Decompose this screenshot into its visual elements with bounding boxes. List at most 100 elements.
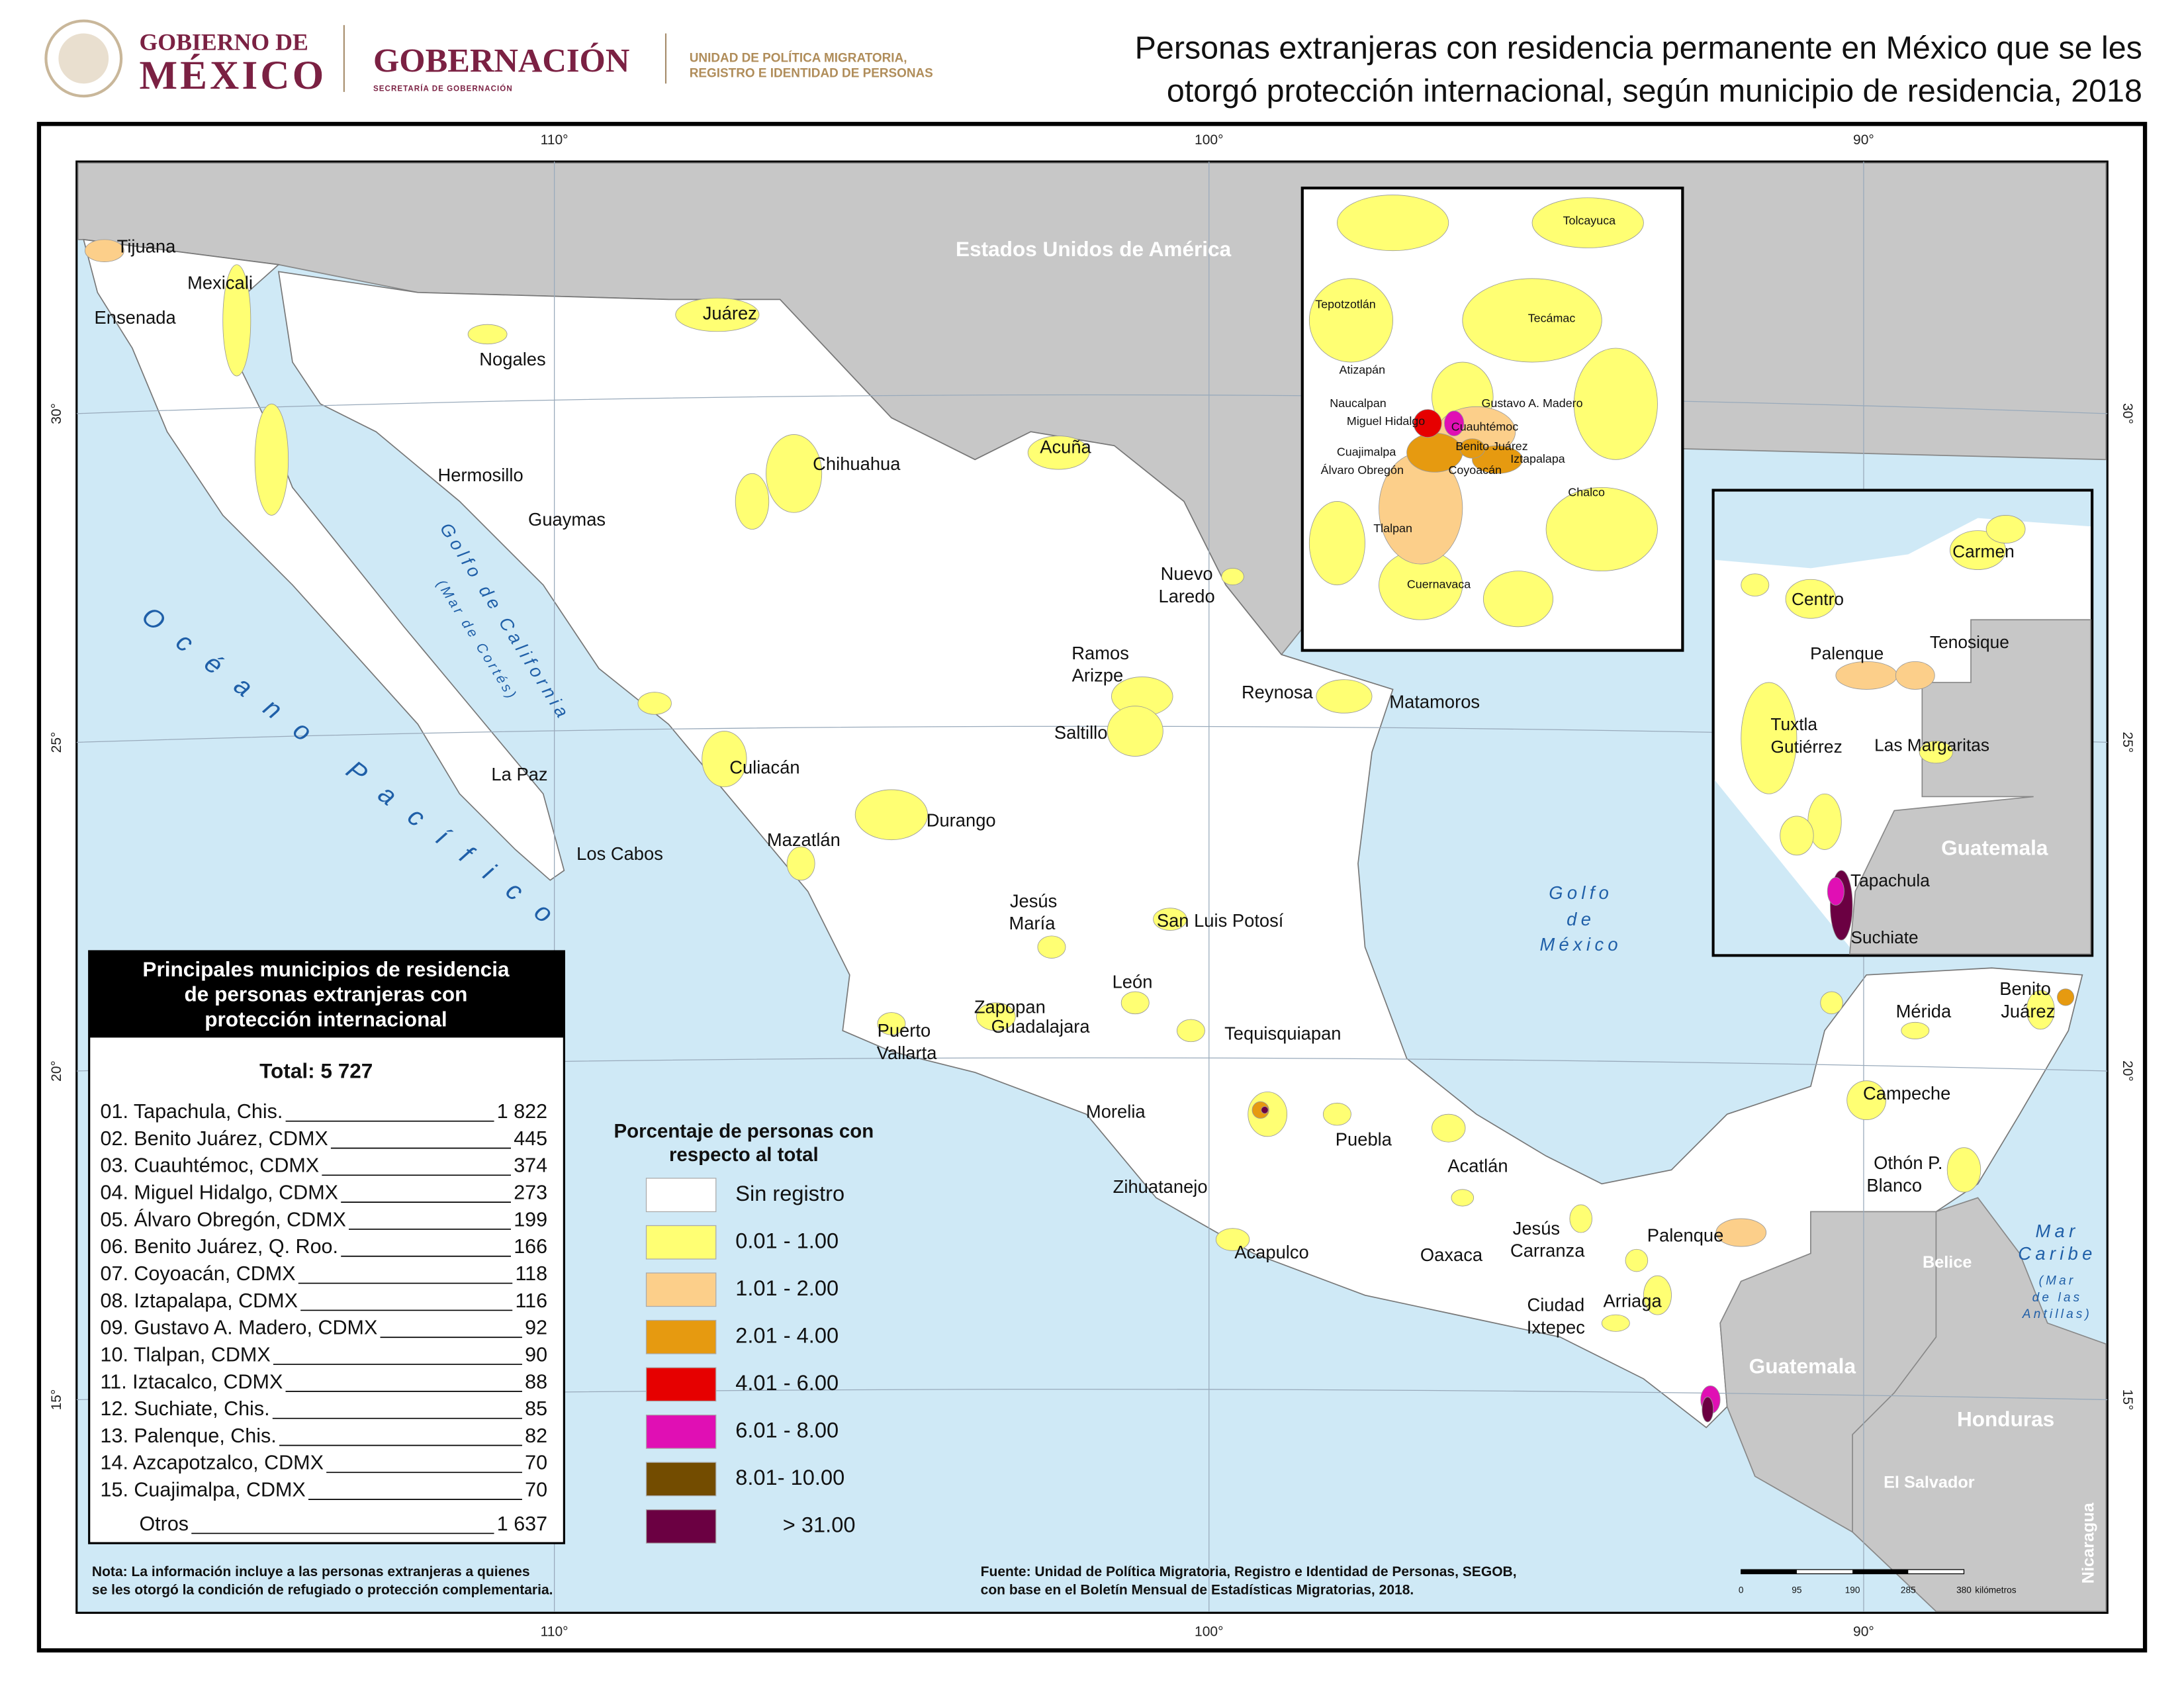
longitude-label: 90° xyxy=(1853,132,1874,148)
inset-label: Tolcayuca xyxy=(1563,214,1616,227)
place-label: Honduras xyxy=(1957,1407,2054,1430)
municipality-patch xyxy=(1702,1396,1714,1423)
municipality-patch xyxy=(702,731,747,788)
municipality-patch xyxy=(1820,991,1843,1015)
water-label: Caribe xyxy=(2018,1243,2096,1264)
municipality-patch xyxy=(1569,1204,1592,1233)
inset-label: Carmen xyxy=(1952,541,2015,561)
baja-california xyxy=(83,238,565,881)
ranking-value: 1 637 xyxy=(497,1513,547,1535)
inset-patch xyxy=(1413,409,1442,438)
municipality-patch xyxy=(2057,988,2075,1006)
place-label: Nicaragua xyxy=(2079,1502,2098,1583)
longitude-label: 110° xyxy=(541,1624,569,1639)
water-label: de xyxy=(1567,909,1595,929)
ranking-name: 14. Azcapotzalco, CDMX xyxy=(101,1452,324,1474)
legend-swatch xyxy=(645,1462,717,1497)
ranking-value: 82 xyxy=(525,1425,547,1447)
place-label: Ciudad xyxy=(1527,1295,1584,1315)
place-label: Guaymas xyxy=(528,509,606,530)
ranking-name: 11. Iztacalco, CDMX xyxy=(101,1370,283,1393)
legend-label: 1.01 - 2.00 xyxy=(735,1276,839,1300)
ranking-title: protección internacional xyxy=(205,1008,447,1031)
inset-patch xyxy=(1462,278,1602,363)
legend-swatch xyxy=(645,1367,717,1402)
municipality-patch xyxy=(1027,436,1090,470)
ranking-name: 15. Cuajimalpa, CDMX xyxy=(101,1479,306,1501)
ranking-value: 445 xyxy=(514,1127,547,1150)
inset-label: Centro xyxy=(1792,589,1844,609)
legend-swatch xyxy=(645,1319,717,1354)
place-label: Zihuatanejo xyxy=(1113,1176,1208,1197)
ranking-name: 12. Suchiate, Chis. xyxy=(101,1397,270,1420)
source: con base en el Boletín Mensual de Estadí… xyxy=(981,1582,1414,1597)
scale-label: 190 xyxy=(1845,1585,1860,1595)
ministry-name: GOBERNACIÓN xyxy=(373,42,629,79)
place-label: Palenque xyxy=(1647,1225,1724,1246)
latitude-label: 15° xyxy=(49,1389,64,1411)
inset-patch xyxy=(1336,195,1449,252)
inset-patch xyxy=(1827,877,1844,906)
legend-label: 0.01 - 1.00 xyxy=(735,1228,839,1252)
unit-name: UNIDAD DE POLÍTICA MIGRATORIA, xyxy=(690,50,907,65)
ranking-name: 03. Cuauhtémoc, CDMX xyxy=(101,1154,320,1177)
place-label: Vallarta xyxy=(877,1043,937,1063)
inset-patch xyxy=(1444,410,1465,436)
longitude-label: 100° xyxy=(1195,132,1224,148)
place-label: Ramos xyxy=(1071,643,1129,663)
place-label: Blanco xyxy=(1866,1175,1922,1196)
latitude-label: 25° xyxy=(2120,732,2135,753)
ranking-title: Principales municipios de residencia xyxy=(142,957,510,981)
note: se les otorgó la condición de refugiado … xyxy=(92,1582,553,1597)
ranking-value: 166 xyxy=(514,1235,547,1258)
municipality-patch xyxy=(1643,1275,1672,1315)
ranking-value: 85 xyxy=(525,1397,547,1420)
place-label: María xyxy=(1009,913,1056,933)
patches xyxy=(84,239,2075,1423)
ranking-value: 116 xyxy=(515,1289,547,1312)
inset-label: Guatemala xyxy=(1941,836,2048,860)
municipality-patch xyxy=(1251,1101,1269,1119)
legend-label: 8.01- 10.00 xyxy=(735,1465,844,1489)
inset-patch xyxy=(1531,197,1644,248)
municipality-patch xyxy=(1176,1019,1205,1043)
ranking-name: 02. Benito Juárez, CDMX xyxy=(101,1127,328,1150)
place-label: Reynosa xyxy=(1242,682,1314,702)
place-label: El Salvador xyxy=(1884,1473,1975,1491)
place-label: Guatemala xyxy=(1749,1354,1856,1378)
inset-label: Gustavo A. Madero xyxy=(1482,397,1583,410)
scale-unit: kilómetros xyxy=(1975,1585,2016,1595)
place-label: La Paz xyxy=(491,764,547,784)
place-label: Mazatlán xyxy=(767,829,841,850)
place-label: Juárez xyxy=(703,303,757,324)
municipality-patch xyxy=(854,789,929,841)
latitude-label: 15° xyxy=(2120,1389,2135,1411)
scale-label: 95 xyxy=(1792,1585,1802,1595)
ranking-box xyxy=(88,950,565,1544)
place-label: Hermosillo xyxy=(437,465,523,485)
municipality-patch xyxy=(1601,1314,1630,1332)
municipality-patch xyxy=(222,264,251,377)
legend-swatch xyxy=(645,1178,717,1213)
municipality-patch xyxy=(467,324,508,345)
ranking-value: 1 822 xyxy=(497,1100,547,1123)
latitude-label: 25° xyxy=(49,732,64,753)
municipality-patch xyxy=(786,846,815,881)
place-label: Nogales xyxy=(479,349,545,369)
ranking-name: 10. Tlalpan, CDMX xyxy=(101,1343,271,1366)
water-label: Antillas) xyxy=(2022,1307,2092,1321)
inset-patch xyxy=(1835,661,1897,690)
municipality-patch xyxy=(1120,991,1150,1015)
municipality-patch xyxy=(1107,706,1163,757)
ranking-name: Otros xyxy=(139,1513,189,1535)
inset-label: Álvaro Obregón xyxy=(1321,463,1404,477)
inset-label: Miguel Hidalgo xyxy=(1347,414,1425,428)
inset-label: Iztapalapa xyxy=(1510,452,1565,465)
ranking-header xyxy=(89,951,565,1038)
note: Nota: La información incluye a las perso… xyxy=(92,1564,530,1579)
inset-patch xyxy=(1985,515,2026,543)
municipality-patch xyxy=(1901,1021,1930,1039)
legend-title: Porcentaje de personas con xyxy=(614,1120,874,1142)
